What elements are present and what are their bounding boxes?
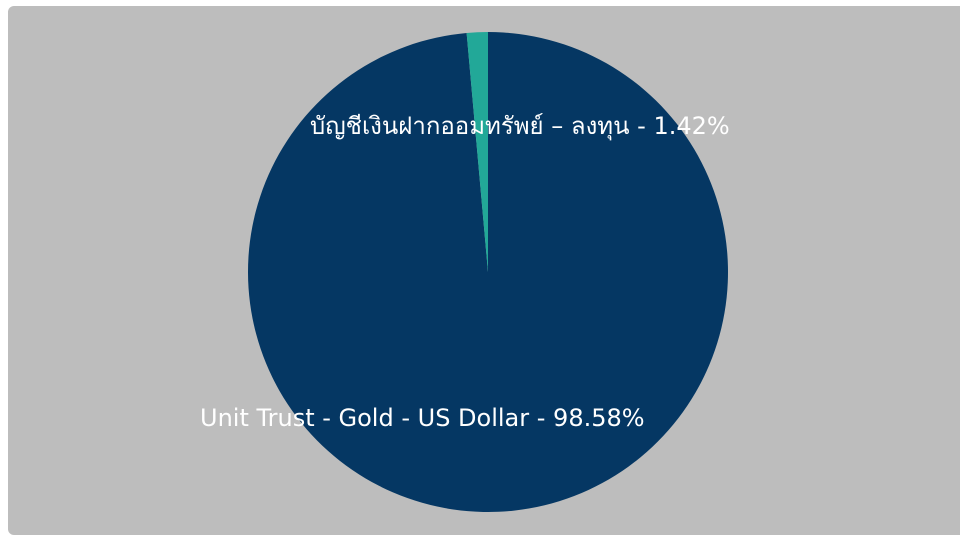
slice-label-savings: บัญชีเงินฝากออมทรัพย์ – ลงทุน - 1.42% [310,112,730,141]
slice-label-unit-trust-gold: Unit Trust - Gold - US Dollar - 98.58% [200,404,645,432]
pie-chart: บัญชีเงินฝากออมทรัพย์ – ลงทุน - 1.42% Un… [200,32,730,512]
pie-slice-1 [466,32,488,272]
chart-panel: บัญชีเงินฝากออมทรัพย์ – ลงทุน - 1.42% Un… [8,6,960,535]
pie-slices [247,32,728,512]
